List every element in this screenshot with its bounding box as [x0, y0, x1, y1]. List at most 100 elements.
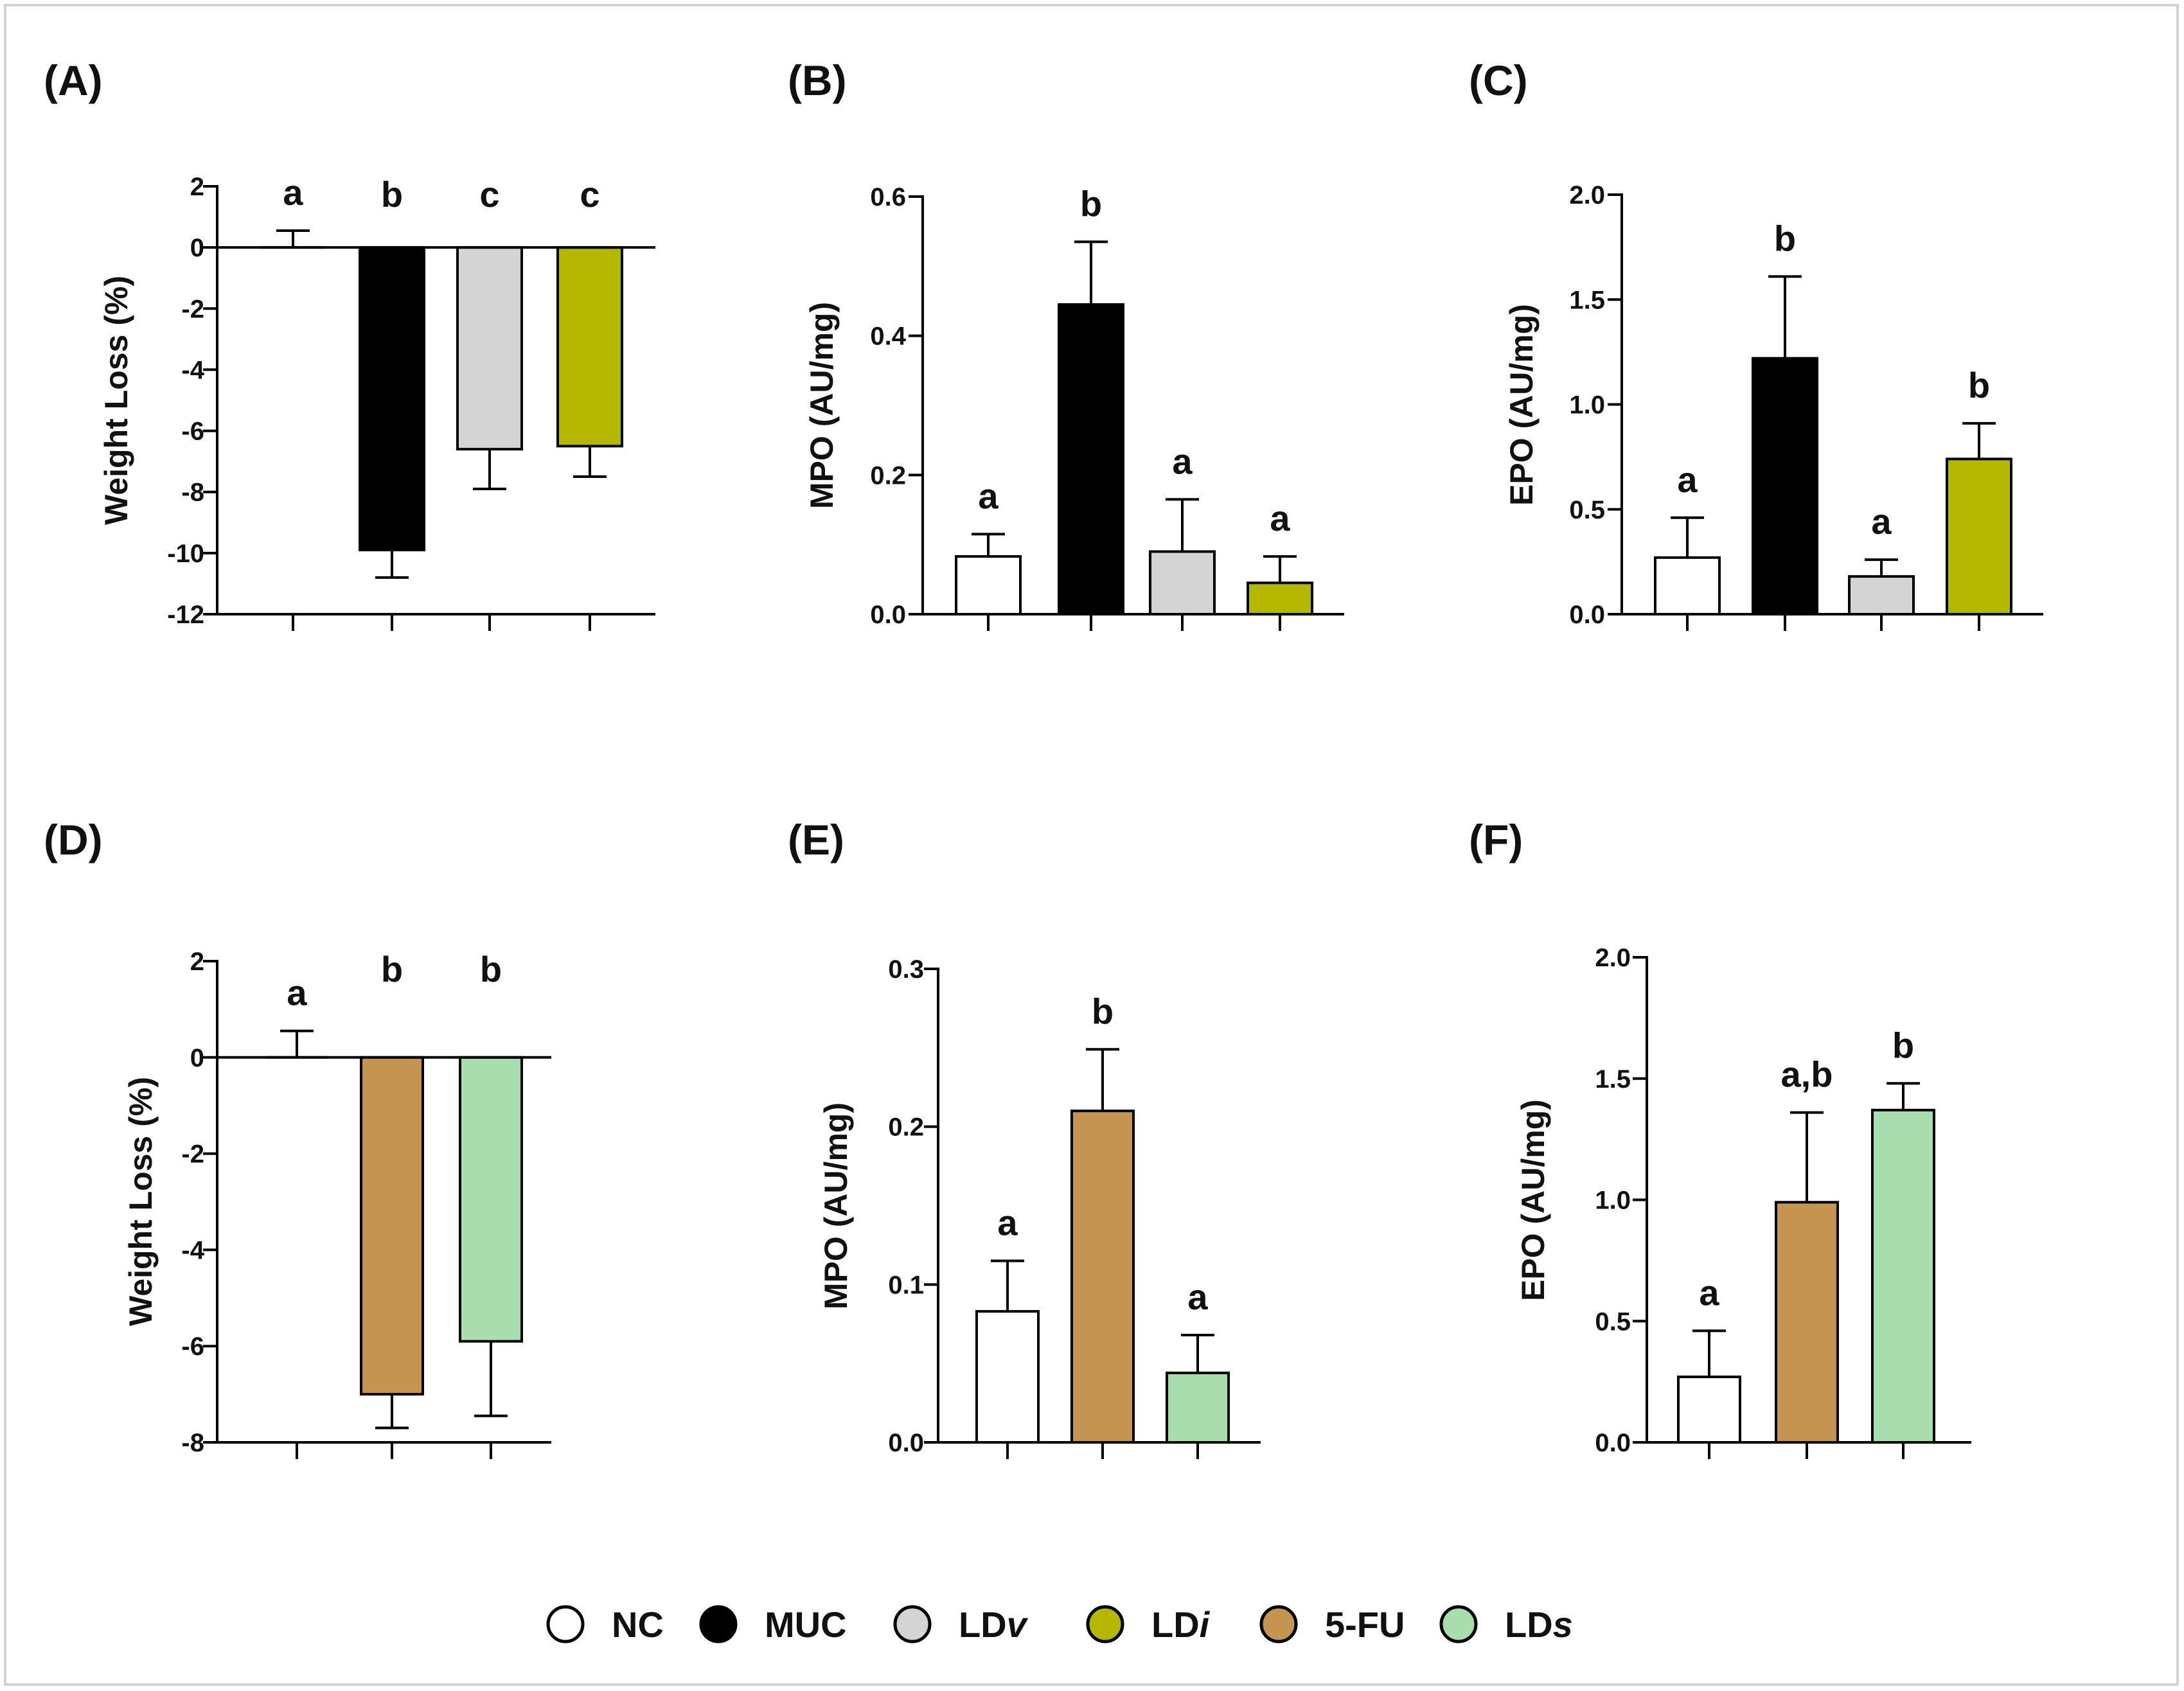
- y-tick-label: 0: [190, 234, 204, 262]
- significance-label: b: [1892, 1025, 1914, 1065]
- y-axis-title: Weight Loss (%): [123, 1077, 159, 1326]
- y-tick-label: 0.1: [888, 1271, 924, 1299]
- significance-label: a: [283, 172, 303, 213]
- significance-label: b: [381, 949, 403, 989]
- legend-marker: [546, 1605, 585, 1643]
- bar-nc: [955, 555, 1022, 615]
- legend: NC MUC LDv LDi 5-FU LDs: [546, 1604, 1573, 1645]
- chart-panel-b: (B) MPO (AU/mg) a b a a 0.0 0.2 0.4 0.6: [788, 57, 1344, 631]
- y-tick-label: 0: [190, 1044, 204, 1072]
- panel-label: (E): [788, 816, 844, 863]
- legend-label: LDi: [1151, 1604, 1211, 1645]
- significance-label: c: [479, 174, 499, 215]
- bar-ldv: [1848, 575, 1915, 615]
- bar-ldi: [1247, 581, 1313, 615]
- y-tick-label: -6: [181, 1332, 204, 1361]
- y-tick-label: 1.5: [1595, 1065, 1631, 1093]
- y-tick-label: -8: [181, 479, 204, 507]
- y-tick-label: 0.5: [1595, 1307, 1631, 1336]
- y-tick-label: 2.0: [1595, 944, 1631, 972]
- chart-panel-e: (E) MPO (AU/mg) a b a 0.0 0.1 0.2 0.3: [788, 816, 1261, 1459]
- y-tick-label: 2.0: [1569, 181, 1605, 209]
- y-tick-label: -4: [181, 356, 204, 384]
- legend-marker: [1086, 1605, 1124, 1643]
- y-tick-label: -10: [167, 540, 204, 568]
- bar-muc: [1752, 357, 1818, 615]
- bar-muc: [359, 246, 425, 552]
- panel-label: (B): [788, 57, 847, 104]
- y-tick-label: 0.2: [888, 1113, 924, 1142]
- bar-5fu: [1070, 1110, 1135, 1444]
- bar-nc: [975, 1310, 1040, 1444]
- y-tick-label: 1.5: [1569, 286, 1605, 314]
- y-tick-label: -2: [181, 295, 204, 323]
- bar-ldv: [456, 246, 523, 451]
- y-tick-label: -8: [181, 1429, 204, 1457]
- bar-lds: [459, 1056, 523, 1343]
- y-tick-label: 0.0: [870, 601, 906, 629]
- legend-label-suffix: i: [1200, 1604, 1211, 1645]
- legend-label: 5-FU: [1325, 1604, 1405, 1645]
- legend-marker: [699, 1605, 738, 1643]
- y-axis-title: MPO (AU/mg): [804, 302, 840, 509]
- bar-nc: [1677, 1376, 1741, 1444]
- y-tick-label: -12: [167, 601, 204, 629]
- y-tick-label: -6: [181, 418, 204, 446]
- chart-panels: (A) Weight Loss (%) a b c c 2 0 -2 -4 -6 -8 -10 -12 (B…: [44, 57, 2043, 1459]
- y-tick-label: 0.3: [888, 955, 924, 984]
- bar-ldv: [1149, 550, 1216, 615]
- bar-nc: [1654, 556, 1721, 615]
- legend-label: LDs: [1505, 1604, 1573, 1645]
- y-tick-label: -2: [181, 1140, 204, 1169]
- y-tick-label: 0.6: [870, 183, 906, 211]
- y-tick-label: 0.5: [1569, 496, 1605, 524]
- significance-label: a: [1187, 1277, 1208, 1317]
- significance-label: b: [480, 949, 502, 989]
- bar-lds: [1871, 1108, 1935, 1444]
- y-tick-label: 2: [190, 948, 204, 976]
- significance-label: a: [1270, 498, 1290, 538]
- y-tick-label: 1.0: [1569, 391, 1605, 420]
- significance-label: b: [1092, 991, 1114, 1031]
- legend-label: NC: [612, 1604, 664, 1645]
- legend-marker: [893, 1605, 932, 1643]
- panel-label: (D): [44, 816, 103, 863]
- chart-panel-a: (A) Weight Loss (%) a b c c 2 0 -2 -4 -6 -8 -10 -12: [44, 57, 655, 631]
- legend-item-muc: MUC: [699, 1604, 847, 1645]
- legend-item-ldi: LDi: [1086, 1604, 1211, 1645]
- y-axis-title: Weight Loss (%): [98, 276, 134, 525]
- legend-item-ldv: LDv: [893, 1604, 1029, 1645]
- significance-label: a: [1172, 441, 1193, 481]
- y-tick-label: 0.0: [1595, 1429, 1631, 1457]
- legend-item-5fu: 5-FU: [1259, 1604, 1405, 1645]
- legend-label: MUC: [765, 1604, 847, 1645]
- significance-label: a: [1677, 459, 1698, 500]
- panel-label: (F): [1469, 816, 1523, 863]
- bar-ldi: [1946, 457, 2012, 616]
- y-tick-label: 0.2: [870, 461, 906, 490]
- chart-panel-d: (D) Weight Loss (%) a b b 2 0 -2 -4 -6 -8: [44, 816, 551, 1459]
- y-tick-label: 0.0: [888, 1429, 924, 1457]
- significance-label: a: [1871, 501, 1892, 542]
- significance-label: b: [1774, 218, 1796, 258]
- y-tick-label: 0.4: [870, 323, 906, 351]
- y-axis-title: MPO (AU/mg): [818, 1102, 854, 1309]
- significance-label: b: [1968, 365, 1990, 405]
- legend-item-nc: NC: [546, 1604, 664, 1645]
- legend-item-lds: LDs: [1439, 1604, 1573, 1645]
- legend-label-suffix: v: [1007, 1604, 1029, 1645]
- significance-label: a: [997, 1202, 1018, 1243]
- legend-label-suffix: s: [1553, 1604, 1573, 1645]
- bar-5fu: [1775, 1201, 1839, 1444]
- y-tick-label: 2: [190, 173, 204, 201]
- bar-muc: [1058, 303, 1124, 615]
- significance-label: a: [978, 475, 999, 516]
- significance-label: b: [1080, 183, 1102, 224]
- legend-marker: [1439, 1605, 1478, 1643]
- bar-ldi: [556, 246, 623, 448]
- panel-label: (C): [1469, 57, 1528, 104]
- legend-label: LDv: [959, 1604, 1029, 1645]
- significance-label: b: [381, 174, 403, 215]
- chart-panel-f: (F) EPO (AU/mg) a a,b b 0.0 0.5 1.0 1.5 2.0: [1469, 816, 1971, 1459]
